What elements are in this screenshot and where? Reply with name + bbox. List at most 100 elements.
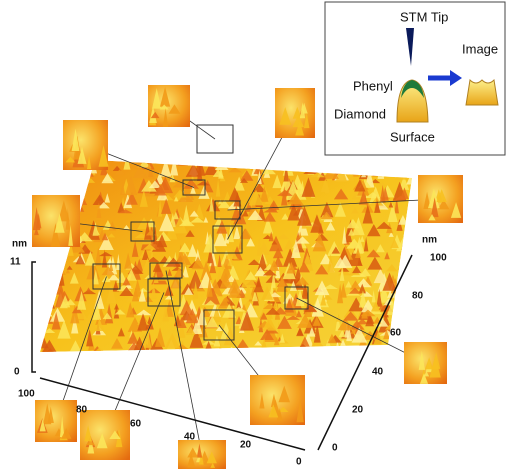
figure: nm 11 0 100 80 60 40 20 0 0 20 40 60 80 … (0, 0, 507, 469)
spike (42, 282, 46, 293)
spike (326, 160, 331, 167)
inset: STM Tip Image Phenyl Diamond Surface (325, 2, 505, 155)
spike (36, 271, 51, 278)
spike (400, 331, 415, 342)
spike (42, 157, 51, 172)
spike (404, 330, 415, 341)
spike (34, 259, 46, 278)
spike (324, 156, 340, 161)
spike (348, 161, 354, 181)
spike (52, 262, 60, 274)
spike (44, 285, 49, 304)
spike (307, 144, 315, 160)
spike (44, 293, 55, 309)
spike (372, 163, 382, 176)
spike (266, 145, 274, 161)
spike (285, 153, 297, 166)
spike (52, 166, 58, 175)
spike (75, 180, 91, 185)
spike (364, 160, 379, 173)
spike (49, 171, 54, 175)
spike (308, 156, 315, 174)
spike (314, 151, 322, 164)
spike (303, 167, 319, 174)
y-tick-label: 80 (412, 291, 424, 302)
spike (36, 284, 48, 304)
thumbnail (250, 375, 305, 425)
spike (406, 299, 412, 318)
spike (405, 241, 412, 253)
y-unit: nm (422, 235, 437, 246)
spike (45, 182, 57, 189)
spike (39, 184, 47, 196)
spike (38, 308, 53, 316)
spike (214, 156, 225, 167)
spike (51, 181, 56, 187)
spike (78, 171, 84, 178)
spike (272, 159, 281, 166)
spike (45, 263, 60, 267)
x-tick-label: 40 (184, 432, 196, 443)
spike (42, 259, 56, 273)
spike (382, 349, 393, 354)
spike (394, 309, 406, 324)
spike (395, 303, 407, 316)
spike (177, 156, 188, 166)
spike (56, 268, 63, 274)
z-axis (32, 262, 36, 372)
spike (380, 156, 388, 169)
spike (36, 332, 43, 339)
z-unit: nm (12, 239, 27, 250)
spike (327, 157, 339, 162)
spike (49, 262, 56, 279)
spike (46, 178, 59, 194)
y-tick-label: 0 (332, 443, 338, 454)
spike (382, 157, 395, 169)
y-tick-label: 60 (390, 328, 402, 339)
x-tick-label: 20 (240, 440, 252, 451)
x-tick-label: 60 (130, 419, 142, 430)
x-tick-label: 0 (296, 457, 302, 468)
spike (391, 165, 404, 170)
spike (80, 170, 85, 184)
spike (395, 282, 406, 299)
spike (389, 165, 396, 172)
spike (37, 264, 44, 280)
spike (48, 268, 55, 276)
label: Diamond (334, 106, 386, 121)
spike (73, 170, 77, 183)
spike (324, 165, 339, 179)
spike (51, 181, 62, 196)
spike (402, 167, 406, 178)
spike (399, 305, 406, 322)
label: Image (462, 41, 498, 56)
spike (39, 267, 50, 281)
spike (393, 341, 398, 346)
spike (406, 226, 416, 245)
spike (37, 156, 46, 161)
spike (406, 171, 418, 185)
spike (224, 156, 237, 161)
spike (36, 261, 46, 267)
spike (41, 261, 53, 269)
spike (192, 149, 197, 162)
label: Phenyl (353, 78, 393, 93)
spike (59, 174, 63, 184)
spike (240, 152, 255, 166)
spike (361, 173, 366, 178)
x-tick-label: 100 (18, 389, 35, 400)
spike (44, 157, 56, 172)
spike (367, 159, 378, 168)
spike (317, 161, 321, 171)
spike (182, 152, 191, 163)
spike (336, 164, 348, 182)
spike (378, 159, 385, 178)
spike (221, 156, 234, 162)
spike (323, 164, 335, 168)
y-tick-label: 100 (430, 253, 447, 264)
label: Surface (390, 129, 435, 144)
spike (194, 159, 203, 163)
z-tick-label: 0 (14, 367, 20, 378)
spike (142, 146, 153, 162)
spike (301, 157, 312, 162)
